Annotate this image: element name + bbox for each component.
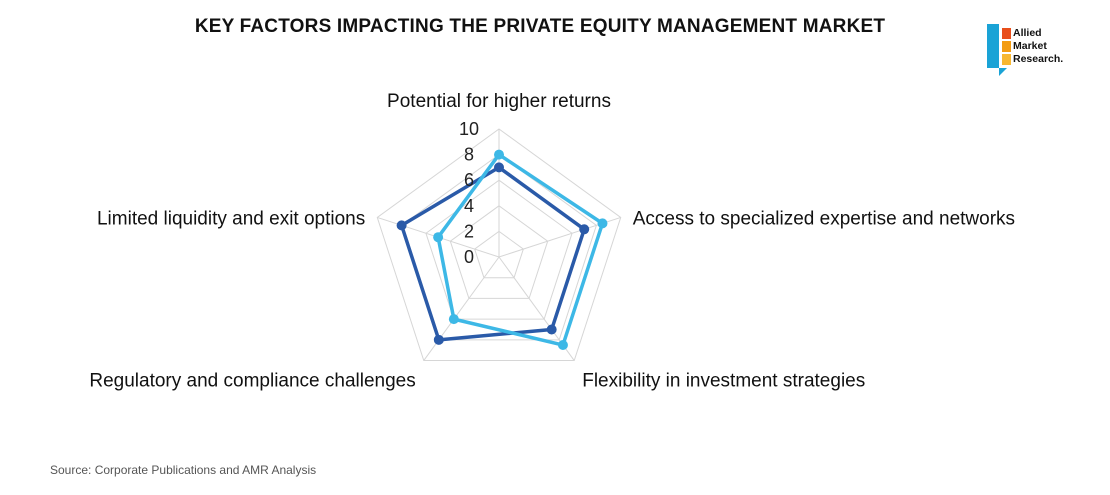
logo-frame-tail [999,68,1007,76]
tick-label-4: 4 [464,196,474,216]
tick-label-6: 6 [464,170,474,190]
category-label-5: Limited liquidity and exit options [97,208,365,229]
logo-square-1 [1002,28,1011,39]
series-1-point-1 [494,162,504,173]
series-2-point-2 [597,218,608,229]
series-1-point-5 [396,220,407,231]
logo-square-3 [1002,54,1011,65]
logo-text-2: Market [1013,40,1047,52]
series-2-point-5 [433,232,444,243]
logo-square-2 [1002,41,1011,52]
tick-label-8: 8 [464,145,474,165]
tick-label-0: 0 [464,247,474,267]
category-label-4: Regulatory and compliance challenges [89,371,415,392]
logo-text-3: Research. [1013,53,1064,65]
source-note: Source: Corporate Publications and AMR A… [50,463,317,477]
series-1-point-2 [579,224,590,235]
grid-ring-6 [425,179,573,320]
category-label-3: Flexibility in investment strategies [582,371,865,392]
allied-market-research-logo: Allied Market Research. [987,24,1087,76]
series-1-point-3 [546,324,557,335]
series-2-point-1 [494,149,504,160]
series-2-point-4 [448,314,459,325]
grid-ring-4 [449,205,549,299]
tick-label-10: 10 [459,119,479,139]
grid-spoke-4 [423,256,500,361]
category-label-2: Access to specialized expertise and netw… [633,208,1015,229]
series-1-point-4 [433,334,444,345]
tick-label-2: 2 [464,221,474,241]
grid-ring-10 [376,128,622,362]
chart-title: KEY FACTORS IMPACTING THE PRIVATE EQUITY… [194,16,886,37]
category-label-1: Potential for higher returns [387,91,611,112]
grid-ring-2 [474,230,524,279]
series-2-line [436,152,605,347]
logo-frame [987,24,999,68]
series-2-point-3 [557,340,568,351]
logo-text-1: Allied [1013,27,1042,39]
grid-ring-8 [401,153,597,341]
series-1-line [399,165,586,342]
